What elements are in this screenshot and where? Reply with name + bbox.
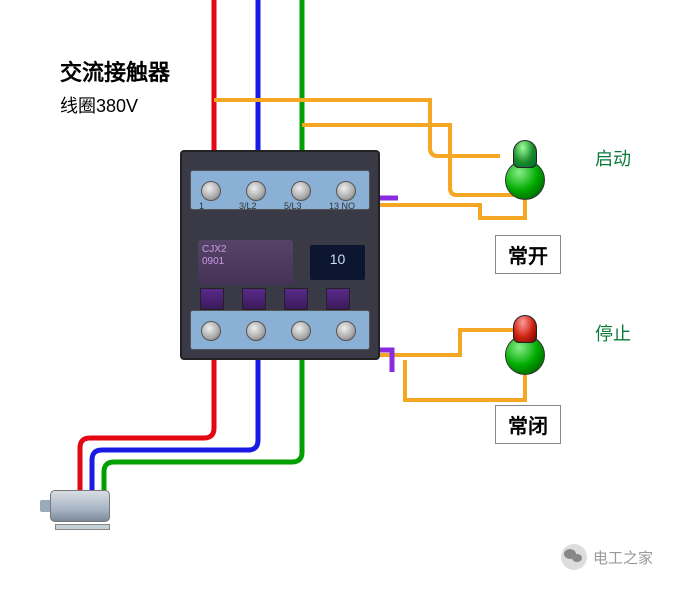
terminal-T2-out [246,321,266,341]
no-label: 常开 [508,246,548,268]
terminal-13NO [336,181,356,201]
ac-contactor: 1 3/L2 5/L3 13 NO CJX2 0901 10 [180,150,380,360]
start-label: 启动 [595,145,631,171]
contactor-right-panel: 10 [310,245,365,280]
wire-l2-bot [92,350,258,492]
term-label-4: 13 NO [329,201,355,211]
terminal-L1-in [201,181,221,201]
model-text: CJX2 0901 [198,240,293,272]
model-line1: CJX2 [202,244,226,255]
terminal-L2-in [246,181,266,201]
diagram-title: 交流接触器 [60,55,170,87]
watermark: 电工之家 [561,544,653,570]
contactor-bottom-terminal-row [190,310,370,350]
terminal-L3-in [291,181,311,201]
arc-slot-1 [200,288,224,310]
stop-button [505,315,545,375]
watermark-text: 电工之家 [593,547,653,568]
stop-button-cap [513,315,537,343]
contactor-nameplate: CJX2 0901 [198,240,293,285]
motor-foot [55,524,110,530]
term-label-3: 5/L3 [284,201,302,211]
terminal-T3-out [291,321,311,341]
arc-slot-2 [242,288,266,310]
normally-closed-box: 常闭 [495,405,561,444]
normally-open-box: 常开 [495,235,561,274]
coil-voltage-label: 线圈380V [60,92,138,118]
wire-l1-bot [80,350,214,492]
arc-slot-3 [284,288,308,310]
start-button-cap [513,140,537,168]
arc-slot-4 [326,288,350,310]
model-line2: 0901 [202,256,224,267]
terminal-14NO [336,321,356,341]
wire-l3-bot [104,350,302,492]
wechat-icon [561,544,587,570]
motor-body [50,490,110,522]
stop-label: 停止 [595,320,631,346]
term-label-1: 1 [199,201,204,211]
start-button [505,140,545,200]
motor [50,480,120,530]
wire-start-to-no [360,200,525,218]
contactor-top-terminal-row: 1 3/L2 5/L3 13 NO [190,170,370,210]
term-label-2: 3/L2 [239,201,257,211]
terminal-T1-out [201,321,221,341]
nc-label: 常闭 [508,416,548,438]
